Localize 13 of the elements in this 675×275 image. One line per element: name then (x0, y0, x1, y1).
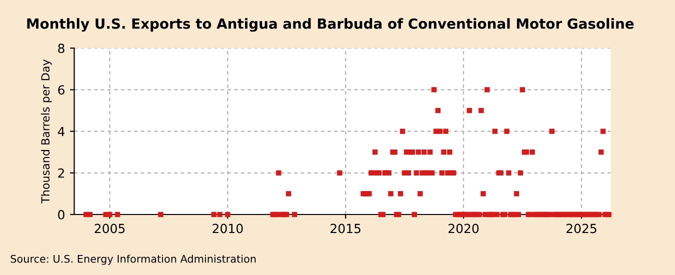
y-tick-label: 4 (58, 126, 65, 136)
x-tick-label: 2010 (212, 224, 243, 234)
y-axis-title: Thousand Barrels per Day (40, 60, 52, 204)
x-tick-label: 2025 (566, 224, 596, 234)
x-tick-label: 2015 (330, 224, 360, 234)
x-tick-label: 2005 (94, 224, 125, 234)
y-tick-label: 2 (58, 168, 64, 178)
source-note: Source: U.S. Energy Information Administration (10, 254, 256, 265)
y-tick-label: 8 (58, 44, 64, 54)
chart-title: Monthly U.S. Exports to Antigua and Barbuda of Conventional Motor Gasoline (27, 18, 634, 32)
y-tick-label: 0 (58, 210, 64, 220)
x-tick-label: 2020 (448, 224, 479, 234)
y-tick-label: 6 (58, 85, 64, 95)
